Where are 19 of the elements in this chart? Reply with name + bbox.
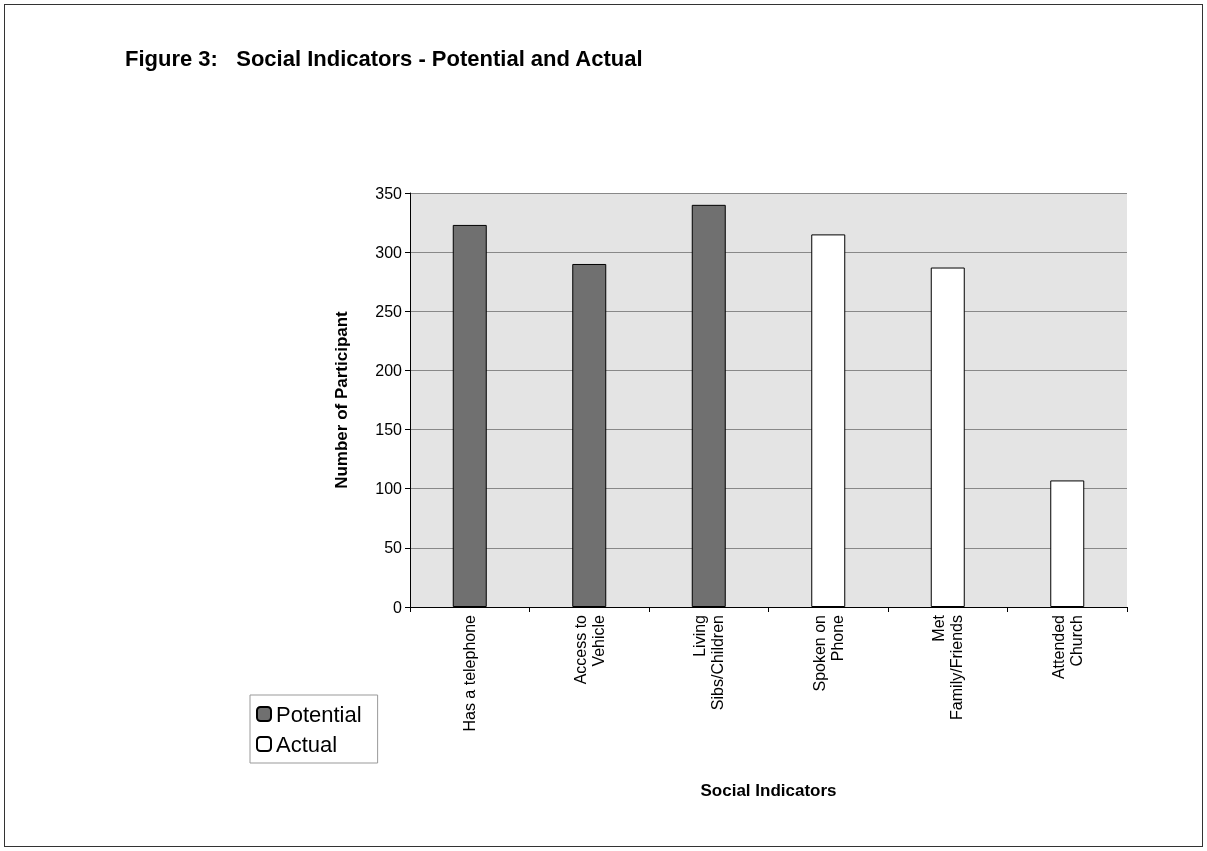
x-tick-label: Attended Church: [1049, 615, 1085, 680]
y-tick-label: 100: [375, 480, 403, 498]
y-tick-label: 50: [384, 539, 403, 557]
y-tick-label: 0: [393, 598, 403, 616]
chart-title: Figure 3: Social Indicators - Potential and Actual: [125, 45, 643, 71]
y-tick-label: 150: [375, 421, 403, 439]
y-tick-label: 200: [375, 361, 403, 379]
legend-label: Actual: [276, 731, 338, 757]
y-axis-title: Number of Participant: [332, 310, 351, 489]
x-tick-label: Has a telephone: [461, 614, 479, 732]
x-tick-label: Spoken on Phone: [810, 614, 846, 692]
y-tick-label: 250: [375, 302, 403, 320]
x-tick-label: Met Family/Friends: [930, 614, 966, 720]
x-tick-label: Living Sibs/Children: [691, 615, 727, 711]
x-tick-label: Access to Vehicle: [571, 614, 607, 685]
legend-label: Potential: [276, 701, 362, 727]
x-axis-title: Social Indicators: [700, 781, 837, 800]
y-tick-label: 300: [375, 243, 403, 261]
y-tick-label: 350: [375, 184, 403, 202]
